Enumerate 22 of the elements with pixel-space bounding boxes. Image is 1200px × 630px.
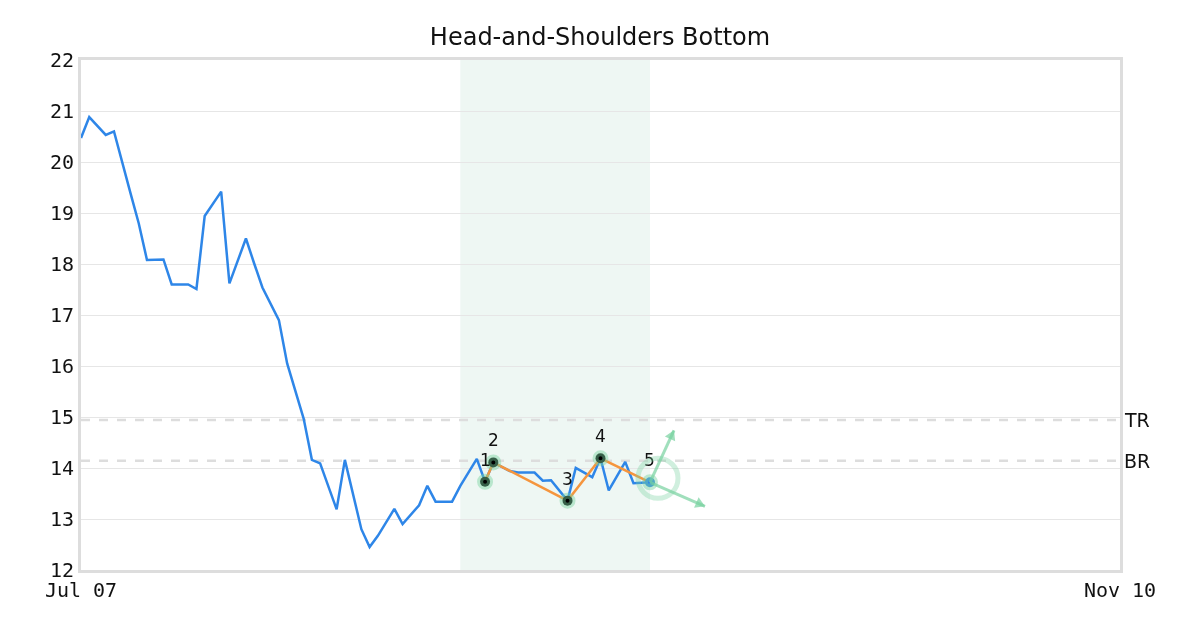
point	[592, 450, 609, 467]
y-tick-label: 18	[49, 252, 74, 276]
annotation: 2	[488, 430, 499, 450]
y-tick-label: 17	[49, 303, 74, 327]
y-tick-label: 22	[49, 48, 74, 72]
annotation: 4	[595, 426, 606, 446]
ref-line-label: BR	[1124, 450, 1151, 472]
y-tick-label: 20	[49, 150, 74, 174]
x-tick-label: Nov 10	[1083, 578, 1157, 602]
annotation: 3	[562, 469, 573, 489]
ref-line-label: TR	[1124, 409, 1150, 431]
annotation: 5	[644, 450, 655, 470]
annotation: 1	[480, 450, 491, 470]
y-tick-label: 19	[49, 201, 74, 225]
y-tick-label: 13	[49, 507, 74, 531]
point	[477, 473, 494, 490]
y-tick-label: 16	[49, 354, 74, 378]
y-tick-label: 21	[49, 99, 74, 123]
chart-title: Head-and-Shoulders Bottom	[429, 23, 771, 52]
y-tick-label: 14	[49, 456, 74, 480]
point	[559, 492, 576, 509]
y-tick-label: 15	[49, 405, 74, 429]
